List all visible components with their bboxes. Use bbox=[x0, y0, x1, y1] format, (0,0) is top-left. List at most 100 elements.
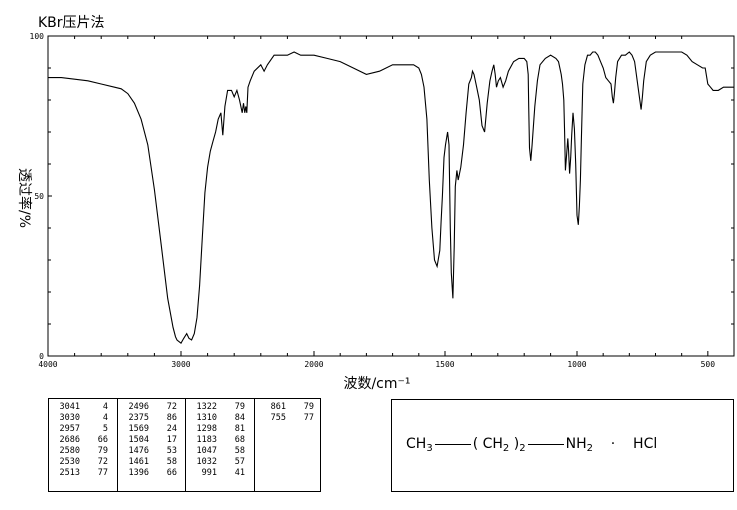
peak-row: 1047 58 bbox=[186, 446, 253, 457]
nh2-group: NH2 bbox=[565, 436, 593, 454]
peak-row: 1504 17 bbox=[118, 435, 185, 446]
peak-transmittance: 53 bbox=[166, 446, 177, 456]
peak-wavenumber: 2496 bbox=[128, 402, 149, 412]
peak-row: 1569 24 bbox=[118, 424, 185, 435]
peak-row: 2580 79 bbox=[49, 446, 116, 457]
repeat-count: 2 bbox=[519, 443, 526, 454]
peak-row: 991 41 bbox=[186, 468, 253, 479]
peak-wavenumber: 1298 bbox=[196, 424, 217, 434]
peak-wavenumber: 1322 bbox=[196, 402, 217, 412]
peak-wavenumber: 1396 bbox=[128, 468, 149, 478]
peak-row: 2513 77 bbox=[49, 468, 116, 479]
y-axis-label: 透过率/% bbox=[16, 168, 33, 228]
x-tick-label: 500 bbox=[701, 360, 716, 369]
peak-row: 2496 72 bbox=[118, 402, 185, 413]
peak-transmittance: 4 bbox=[102, 402, 108, 412]
peak-transmittance: 66 bbox=[166, 468, 177, 478]
peak-wavenumber: 1047 bbox=[196, 446, 217, 456]
spectrum-line bbox=[48, 51, 734, 345]
peak-transmittance: 84 bbox=[234, 413, 245, 423]
peak-row: 3041 4 bbox=[49, 402, 116, 413]
peak-row: 1461 58 bbox=[118, 457, 185, 468]
peak-table-column: 1322 79 1310 84 1298 81 1183 68 1047 58 1032 57 991 4… bbox=[186, 402, 253, 494]
peak-wavenumber: 991 bbox=[201, 468, 217, 478]
peak-transmittance: 24 bbox=[166, 424, 177, 434]
bond-2 bbox=[527, 443, 564, 445]
peak-wavenumber: 2580 bbox=[59, 446, 80, 456]
peak-transmittance: 17 bbox=[166, 435, 177, 445]
peak-transmittance: 66 bbox=[97, 435, 108, 445]
peak-row: 1183 68 bbox=[186, 435, 253, 446]
peak-wavenumber: 3041 bbox=[59, 402, 80, 412]
salt-dot: · bbox=[610, 436, 616, 452]
hcl-label: HCl bbox=[633, 436, 658, 452]
peak-row: 2375 86 bbox=[118, 413, 185, 424]
peak-row: 861 79 bbox=[255, 402, 322, 413]
ch3-group: CH3 bbox=[406, 436, 433, 454]
peak-wavenumber: 1183 bbox=[196, 435, 217, 445]
peak-wavenumber: 2686 bbox=[59, 435, 80, 445]
peak-wavenumber: 1476 bbox=[128, 446, 149, 456]
x-tick-label: 1000 bbox=[567, 360, 586, 369]
peak-wavenumber: 2513 bbox=[59, 468, 80, 478]
peak-transmittance: 79 bbox=[234, 402, 245, 412]
peak-transmittance: 4 bbox=[102, 413, 108, 423]
peak-wavenumber: 755 bbox=[270, 413, 286, 423]
x-tick-label: 4000 bbox=[38, 360, 57, 369]
plot-frame bbox=[47, 35, 735, 357]
peak-transmittance: 58 bbox=[234, 446, 245, 456]
x-tick-label: 2000 bbox=[304, 360, 323, 369]
peak-transmittance: 5 bbox=[102, 424, 108, 434]
structural-formula: CH3 ( CH2 )2 NH2 · HCl bbox=[406, 436, 657, 454]
peak-wavenumber: 1569 bbox=[128, 424, 149, 434]
peak-row: 2686 66 bbox=[49, 435, 116, 446]
peak-transmittance: 79 bbox=[303, 402, 314, 412]
x-tick-label: 1500 bbox=[435, 360, 454, 369]
peak-row: 1396 66 bbox=[118, 468, 185, 479]
peak-table-column: 861 79 755 77 bbox=[255, 402, 322, 494]
peak-transmittance: 72 bbox=[166, 402, 177, 412]
peak-transmittance: 72 bbox=[97, 457, 108, 467]
peak-wavenumber: 1461 bbox=[128, 457, 149, 467]
peak-table: 3041 4 3030 4 2957 5 2686 66 2580 79 2530 72 2513 77 2… bbox=[48, 398, 321, 492]
paren-open: ( bbox=[472, 436, 479, 452]
y-tick-label: 100 bbox=[30, 32, 45, 41]
peak-transmittance: 81 bbox=[234, 424, 245, 434]
peak-wavenumber: 1032 bbox=[196, 457, 217, 467]
peak-row: 2957 5 bbox=[49, 424, 116, 435]
peak-transmittance: 79 bbox=[97, 446, 108, 456]
structure-formula-box: CH3 ( CH2 )2 NH2 · HCl bbox=[391, 399, 734, 492]
peak-transmittance: 68 bbox=[234, 435, 245, 445]
peak-wavenumber: 2957 bbox=[59, 424, 80, 434]
chart-title: KBr压片法 bbox=[38, 15, 105, 31]
x-axis-label: 波数/cm⁻¹ bbox=[343, 376, 410, 392]
x-axis-ticks: 4000 3000 2000 1500 1000 500 bbox=[38, 351, 715, 369]
bond-1 bbox=[434, 443, 471, 445]
peak-row: 2530 72 bbox=[49, 457, 116, 468]
y-axis-ticks: 0 50 100 bbox=[30, 32, 52, 361]
peak-wavenumber: 1504 bbox=[128, 435, 149, 445]
peak-wavenumber: 1310 bbox=[196, 413, 217, 423]
paren-close: ) bbox=[513, 436, 520, 452]
peak-wavenumber: 861 bbox=[270, 402, 286, 412]
peak-table-column: 3041 4 3030 4 2957 5 2686 66 2580 79 2530 72 2513 77 bbox=[49, 402, 116, 494]
ch2-group: CH2 bbox=[482, 436, 510, 454]
peak-row: 1298 81 bbox=[186, 424, 253, 435]
peak-row: 3030 4 bbox=[49, 413, 116, 424]
peak-transmittance: 58 bbox=[166, 457, 177, 467]
peak-transmittance: 77 bbox=[97, 468, 108, 478]
x-axis-minor-ticks bbox=[74, 36, 683, 356]
y-tick-label: 50 bbox=[34, 192, 44, 201]
y-tick-label: 0 bbox=[39, 352, 44, 361]
peak-table-column: 2496 72 2375 86 1569 24 1504 17 1476 53 1461 58 1396… bbox=[118, 402, 185, 494]
y-axis-minor-ticks bbox=[48, 67, 734, 325]
peak-transmittance: 57 bbox=[234, 457, 245, 467]
peak-row: 1310 84 bbox=[186, 413, 253, 424]
peak-wavenumber: 2530 bbox=[59, 457, 80, 467]
peak-transmittance: 41 bbox=[234, 468, 245, 478]
peak-wavenumber: 3030 bbox=[59, 413, 80, 423]
x-tick-label: 3000 bbox=[171, 360, 190, 369]
peak-row: 1032 57 bbox=[186, 457, 253, 468]
peak-transmittance: 77 bbox=[303, 413, 314, 423]
